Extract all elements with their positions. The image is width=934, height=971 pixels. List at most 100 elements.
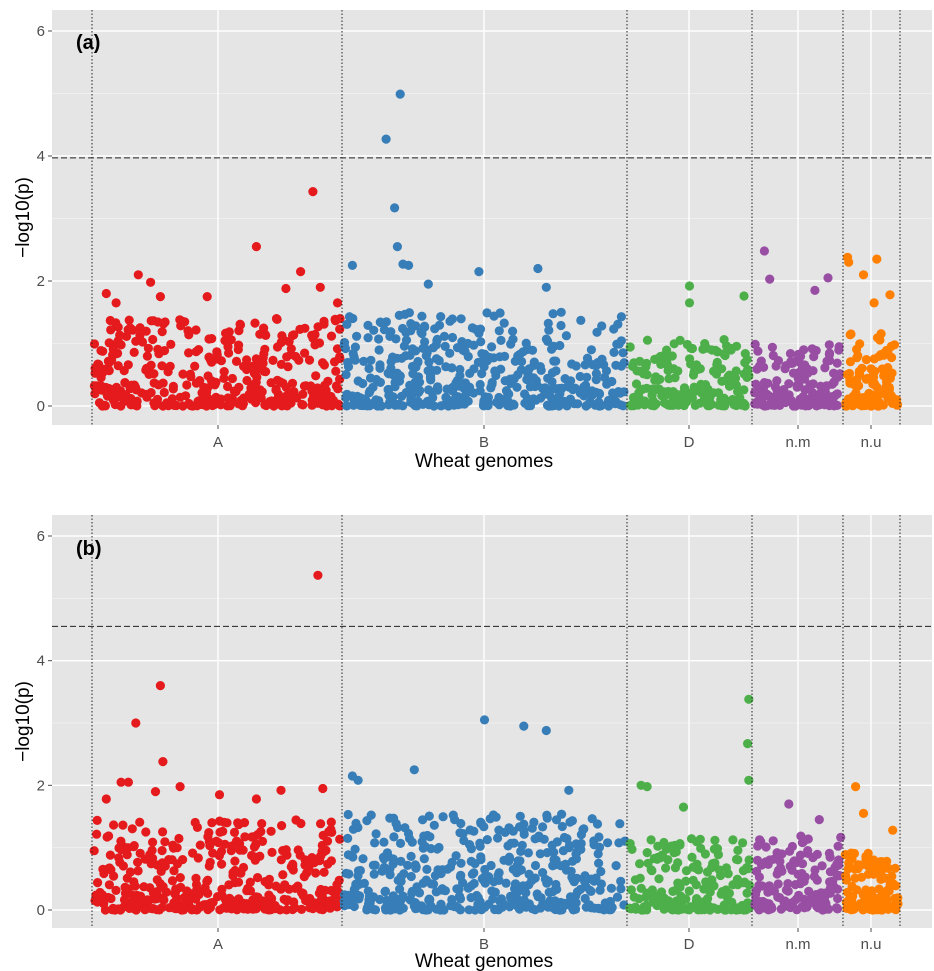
point-B xyxy=(424,811,434,821)
point-B xyxy=(384,369,394,379)
point-A xyxy=(270,900,280,911)
point-A xyxy=(157,361,167,371)
point-nm xyxy=(787,841,798,852)
point-B xyxy=(370,838,380,848)
point-A xyxy=(214,790,225,800)
point-D xyxy=(685,902,695,912)
point-D xyxy=(703,883,713,893)
point-A xyxy=(335,314,345,324)
point-B xyxy=(447,894,457,905)
point-B xyxy=(459,835,469,846)
point-A xyxy=(146,316,156,326)
point-B xyxy=(607,376,617,387)
point-A xyxy=(105,315,115,326)
point-B xyxy=(470,859,480,869)
point-B xyxy=(486,860,496,871)
point-D xyxy=(723,896,733,906)
point-A xyxy=(291,351,301,362)
point-B xyxy=(587,814,597,824)
point-B xyxy=(556,320,566,331)
point-B xyxy=(494,875,504,886)
point-D xyxy=(647,384,657,394)
point-B xyxy=(430,871,440,881)
point-A xyxy=(100,400,110,410)
point-A xyxy=(325,896,335,906)
point-nm xyxy=(803,846,813,856)
point-B xyxy=(406,319,416,329)
point-B xyxy=(501,386,512,396)
point-B xyxy=(477,369,487,379)
point-B xyxy=(500,351,510,361)
point-A xyxy=(89,846,99,856)
point-nm xyxy=(783,879,793,889)
point-A xyxy=(232,905,242,915)
y-axis-title: −log10(p) xyxy=(13,177,34,258)
point-D xyxy=(710,835,720,845)
point-nm xyxy=(773,879,783,889)
point-D xyxy=(648,897,658,907)
point-A xyxy=(137,337,148,347)
point-B xyxy=(508,374,518,384)
point-B xyxy=(450,815,460,825)
point-B xyxy=(482,308,492,318)
point-A xyxy=(277,821,287,831)
point-B xyxy=(524,899,534,909)
point-nm xyxy=(816,901,826,911)
point-A xyxy=(126,396,137,407)
point-B xyxy=(615,400,626,410)
point-A xyxy=(89,339,100,349)
point-B xyxy=(587,390,597,401)
point-B xyxy=(339,901,350,911)
point-A xyxy=(158,378,168,388)
point-B xyxy=(353,871,363,881)
point-A xyxy=(264,890,274,900)
point-B xyxy=(571,849,581,859)
point-A xyxy=(291,815,301,825)
point-nm xyxy=(825,877,835,887)
point-B xyxy=(549,341,559,351)
point-B xyxy=(432,844,442,854)
point-nm xyxy=(779,385,789,395)
point-B xyxy=(606,883,617,893)
point-A xyxy=(97,890,107,900)
point-B xyxy=(447,857,457,868)
point-A xyxy=(218,903,228,913)
point-B xyxy=(392,242,402,252)
point-A xyxy=(157,327,167,337)
point-A xyxy=(130,881,140,891)
point-A xyxy=(123,843,133,853)
point-B xyxy=(452,884,462,894)
point-nu xyxy=(888,825,898,835)
point-A xyxy=(195,902,205,912)
point-B xyxy=(587,903,597,913)
point-nm xyxy=(828,393,838,403)
point-A xyxy=(206,355,216,365)
point-nm xyxy=(793,349,804,359)
point-B xyxy=(536,393,546,403)
point-nm xyxy=(785,349,796,359)
point-D xyxy=(715,870,726,881)
point-A xyxy=(159,387,169,398)
point-A xyxy=(182,886,192,896)
point-B xyxy=(500,827,510,838)
point-B xyxy=(351,396,361,407)
point-B xyxy=(407,386,417,396)
point-A xyxy=(326,824,336,835)
point-B xyxy=(603,395,614,406)
point-B xyxy=(347,260,357,270)
point-A xyxy=(282,896,292,906)
point-B xyxy=(342,319,352,329)
point-B xyxy=(612,892,623,902)
point-D xyxy=(634,393,644,403)
point-B xyxy=(448,386,458,396)
point-D xyxy=(684,886,694,896)
point-B xyxy=(506,838,516,849)
point-B xyxy=(374,334,384,344)
point-B xyxy=(564,785,574,795)
point-B xyxy=(500,395,510,405)
point-D xyxy=(713,904,723,915)
point-B xyxy=(544,325,554,335)
point-B xyxy=(561,331,572,341)
